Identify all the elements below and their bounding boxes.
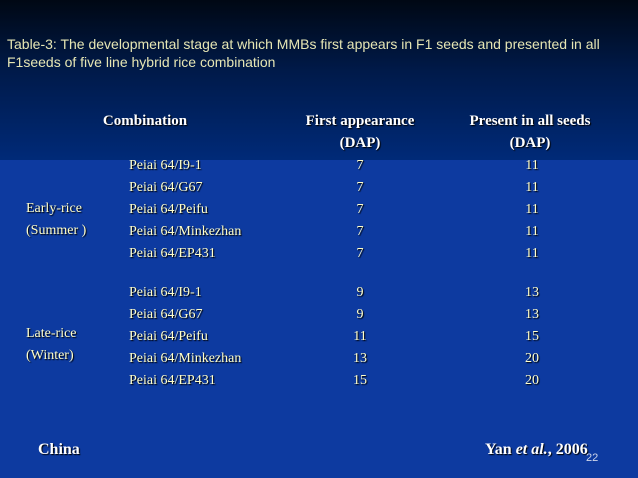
group-label-late: Late-rice	[26, 326, 77, 341]
table-row-present: 11	[525, 246, 539, 261]
table-row-first: 9	[356, 307, 364, 322]
table-row-first: 11	[353, 329, 367, 344]
table-row-combination: Peiai 64/Minkezhan	[129, 351, 242, 366]
group-label-late-season: (Winter)	[26, 348, 74, 363]
table-row-present: 20	[525, 373, 539, 388]
table-row-first: 7	[356, 180, 364, 195]
slide-title: Table-3: The developmental stage at whic…	[7, 36, 600, 70]
table-row-combination: Peiai 64/Minkezhan	[129, 224, 242, 239]
table-row-first: 7	[356, 246, 364, 261]
table-row-combination: Peiai 64/EP431	[129, 373, 216, 388]
table-row-first: 7	[356, 158, 364, 173]
citation-author: Yan	[485, 441, 516, 458]
table-row-present: 11	[525, 224, 539, 239]
group-label-early: Early-rice	[26, 201, 82, 216]
table-row-present: 11	[525, 202, 539, 217]
table-row-combination: Peiai 64/I9-1	[129, 158, 202, 173]
header-first-appearance-unit: (DAP)	[339, 135, 381, 151]
table-row-combination: Peiai 64/Peifu	[129, 329, 208, 344]
header-band	[0, 0, 638, 160]
table-row-combination: Peiai 64/EP431	[129, 246, 216, 261]
table-row-present: 13	[525, 285, 539, 300]
table-row-present: 11	[525, 180, 539, 195]
table-row-combination: Peiai 64/G67	[129, 307, 203, 322]
table-row-first: 13	[353, 351, 367, 366]
header-present-all-seeds: Present in all seeds	[469, 113, 591, 129]
header-present-all-seeds-unit: (DAP)	[509, 135, 551, 151]
footer-country: China	[38, 441, 80, 458]
table-row-combination: Peiai 64/G67	[129, 180, 203, 195]
footer-citation: Yan et al., 2006	[485, 441, 588, 459]
table-row-first: 7	[356, 202, 364, 217]
table-row-first: 15	[353, 373, 367, 388]
table-row-present: 11	[525, 158, 539, 173]
table-row-first: 7	[356, 224, 364, 239]
table-row-present: 15	[525, 329, 539, 344]
group-label-early-season: (Summer )	[26, 223, 87, 238]
table-row-combination: Peiai 64/I9-1	[129, 285, 202, 300]
table-row-present: 20	[525, 351, 539, 366]
table-row-combination: Peiai 64/Peifu	[129, 202, 208, 217]
header-first-appearance: First appearance	[305, 113, 415, 129]
page-number: 22	[586, 452, 599, 464]
table-row-present: 13	[525, 307, 539, 322]
header-combination: Combination	[102, 113, 188, 129]
citation-year: , 2006	[547, 441, 588, 458]
table-row-first: 9	[356, 285, 364, 300]
citation-etal: et al.	[515, 441, 548, 458]
